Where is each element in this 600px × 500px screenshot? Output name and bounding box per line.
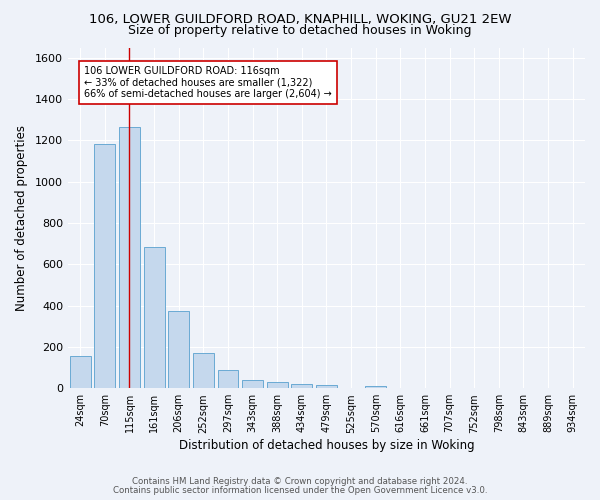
Bar bbox=[94, 144, 115, 388]
Text: Contains HM Land Registry data © Crown copyright and database right 2024.: Contains HM Land Registry data © Crown c… bbox=[132, 477, 468, 486]
Bar bbox=[267, 382, 287, 388]
Text: Size of property relative to detached houses in Woking: Size of property relative to detached ho… bbox=[128, 24, 472, 37]
Bar bbox=[193, 353, 214, 388]
Bar bbox=[242, 380, 263, 388]
Bar bbox=[70, 356, 91, 388]
Bar bbox=[365, 386, 386, 388]
Bar bbox=[292, 384, 313, 388]
Text: Contains public sector information licensed under the Open Government Licence v3: Contains public sector information licen… bbox=[113, 486, 487, 495]
Bar bbox=[218, 370, 238, 388]
Bar bbox=[168, 311, 189, 388]
Text: 106 LOWER GUILDFORD ROAD: 116sqm
← 33% of detached houses are smaller (1,322)
66: 106 LOWER GUILDFORD ROAD: 116sqm ← 33% o… bbox=[84, 66, 332, 100]
Bar bbox=[316, 385, 337, 388]
X-axis label: Distribution of detached houses by size in Woking: Distribution of detached houses by size … bbox=[179, 440, 474, 452]
Y-axis label: Number of detached properties: Number of detached properties bbox=[15, 125, 28, 311]
Bar bbox=[143, 247, 164, 388]
Bar bbox=[119, 127, 140, 388]
Text: 106, LOWER GUILDFORD ROAD, KNAPHILL, WOKING, GU21 2EW: 106, LOWER GUILDFORD ROAD, KNAPHILL, WOK… bbox=[89, 12, 511, 26]
